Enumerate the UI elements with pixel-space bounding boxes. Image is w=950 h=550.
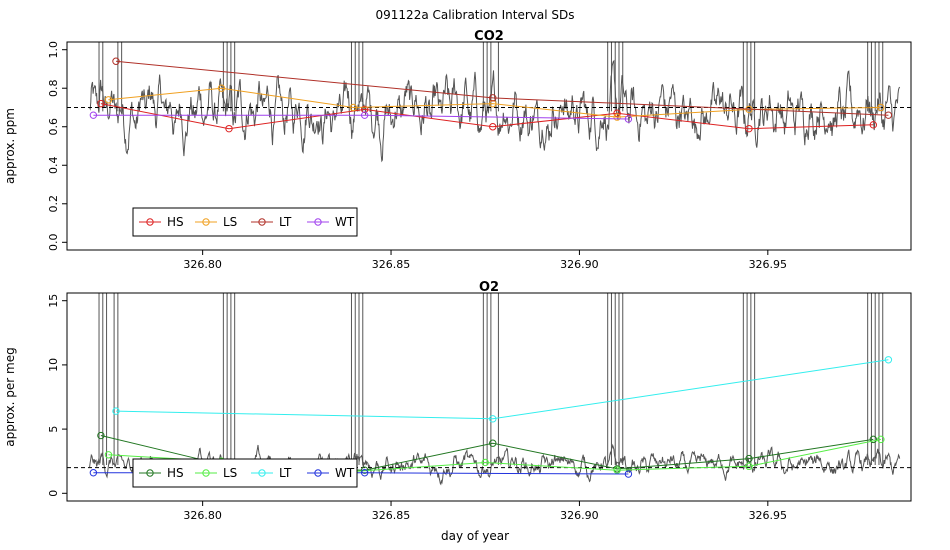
y-tick-label: 0	[47, 490, 60, 497]
data-point-lt	[112, 57, 120, 65]
data-point-ls	[481, 458, 489, 467]
data-point-ls	[877, 103, 885, 112]
legend-marker-hs	[146, 469, 154, 477]
data-point-hs	[869, 435, 878, 444]
data-point-wt	[89, 111, 98, 119]
legend-marker-hs	[146, 218, 154, 226]
data-point-ls	[877, 435, 885, 444]
y-tick-label: 1.0	[47, 41, 60, 59]
x-tick-label: 326.90	[560, 509, 599, 522]
data-point-ls	[489, 99, 497, 108]
series-line-lt	[115, 359, 889, 420]
y-tick-label: 10	[47, 358, 60, 372]
y-tick-label: 0.2	[47, 195, 60, 213]
data-point-hs	[97, 431, 105, 440]
legend-marker-lt	[258, 218, 266, 226]
y-axis-label: approx. ppm	[3, 108, 17, 184]
y-tick-label: 15	[47, 294, 60, 308]
legend-label-lt: LT	[279, 466, 292, 480]
x-tick-label: 326.95	[749, 509, 788, 522]
legend-label-ls: LS	[223, 215, 237, 229]
data-point-hs	[97, 99, 105, 108]
data-point-hs	[225, 124, 233, 133]
panel-title: O2	[479, 280, 499, 295]
raw-signal-trace	[89, 59, 901, 163]
legend-label-hs: HS	[167, 215, 184, 229]
x-tick-label: 326.85	[372, 258, 411, 271]
legend-marker-wt	[314, 469, 322, 477]
data-point-hs	[489, 439, 497, 447]
data-point-lt	[489, 415, 497, 423]
panel-title: CO2	[474, 29, 504, 44]
x-tick-label: 326.80	[183, 258, 222, 271]
y-tick-label: 0.0	[47, 234, 60, 252]
legend-label-ls: LS	[223, 466, 237, 480]
y-tick-label: 0.4	[47, 157, 60, 175]
legend-marker-lt	[258, 469, 266, 477]
series-line-lt	[115, 60, 889, 116]
plot-frame	[66, 41, 912, 251]
co2-panel: CO2 approx. ppm 0.0 0.2 0.4 0.6 0.8 1.0 326.80 32…	[3, 29, 912, 271]
data-point-lt	[884, 356, 893, 364]
legend-label-wt: WT	[335, 215, 355, 229]
data-point-hs	[360, 105, 369, 114]
data-point-hs	[869, 121, 878, 129]
data-point-lt	[112, 407, 120, 415]
data-point-ls	[104, 96, 113, 104]
o2-panel: O2 approx. per meg 0 5 10 15 326.80 326.85 326.9…	[3, 280, 912, 522]
data-point-ls	[613, 466, 621, 474]
data-point-ls	[217, 84, 226, 92]
x-tick-label: 326.85	[372, 509, 411, 522]
data-point-hs	[489, 123, 497, 131]
figure-title: 091122a Calibration Interval SDs	[376, 8, 575, 22]
y-axis-label: approx. per meg	[3, 347, 17, 446]
x-axis-label: day of year	[441, 529, 509, 543]
data-point-ls	[613, 113, 621, 121]
x-tick-label: 326.80	[183, 509, 222, 522]
data-point-wt	[360, 111, 369, 119]
data-point-wt	[624, 115, 633, 123]
plot-area	[67, 293, 911, 486]
series-line-wt	[93, 114, 629, 120]
y-tick-label: 0.6	[47, 118, 60, 136]
data-point-ls	[104, 451, 113, 459]
legend-label-hs: HS	[167, 466, 184, 480]
y-tick-label: 0.8	[47, 79, 60, 97]
data-point-hs	[745, 454, 753, 463]
data-point-ls	[745, 462, 753, 471]
data-point-hs	[745, 124, 753, 133]
y-tick-label: 5	[47, 426, 60, 433]
data-point-wt	[89, 469, 98, 477]
data-point-wt	[624, 470, 633, 478]
legend-marker-ls	[202, 469, 210, 477]
series-line-hs	[100, 103, 874, 130]
x-tick-label: 326.95	[749, 258, 788, 271]
x-tick-label: 326.90	[560, 258, 599, 271]
legend-marker-wt	[314, 218, 322, 226]
legend-marker-ls	[202, 218, 210, 226]
plot-area	[67, 42, 911, 163]
data-point-lt	[884, 111, 893, 119]
data-point-lt	[489, 94, 497, 102]
data-point-ls	[349, 103, 358, 112]
legend-box	[132, 458, 358, 488]
legend-label-wt: WT	[335, 466, 355, 480]
plot-frame	[66, 292, 912, 502]
data-point-hs	[613, 109, 621, 117]
legend-label-lt: LT	[279, 215, 292, 229]
data-point-wt	[360, 469, 369, 477]
